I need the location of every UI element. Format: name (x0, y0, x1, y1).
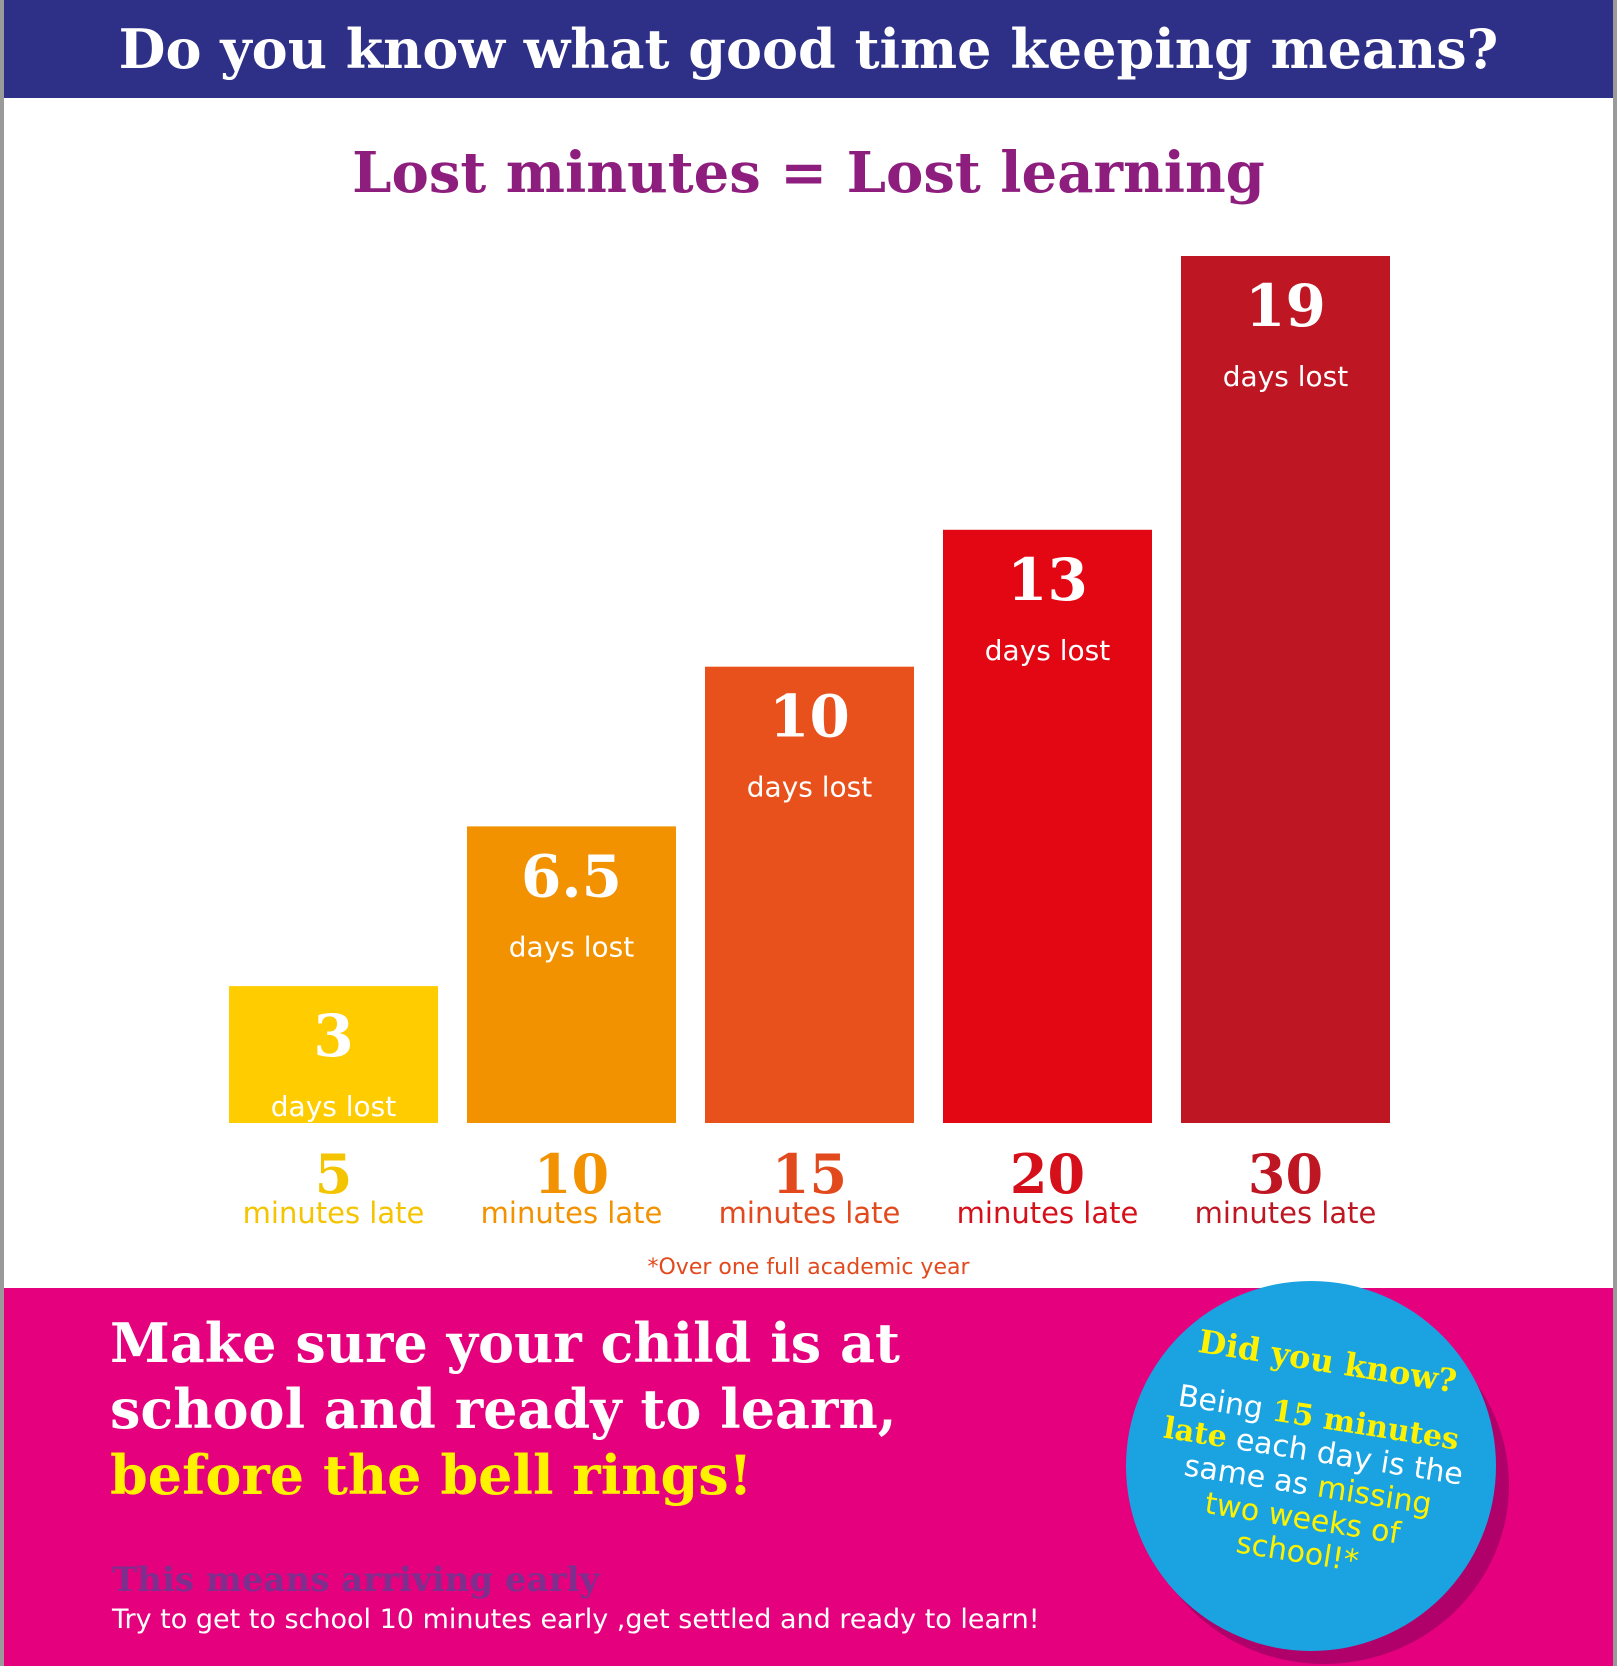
bar-10-min (467, 826, 676, 1123)
category-unit-label: minutes late (719, 1196, 901, 1230)
bubble-fact: Being 15 minutes late each day is the sa… (1141, 1378, 1474, 1594)
chart-title: Lost minutes = Lost learning (352, 140, 1265, 206)
early-text: Try to get to school 10 minutes early ,g… (112, 1604, 1040, 1635)
bar-value-label: 13 (1007, 546, 1088, 614)
category-tick-label: 15 (772, 1142, 847, 1206)
category-tick-label: 5 (315, 1142, 353, 1206)
header-banner: Do you know what good time keeping means… (4, 0, 1613, 98)
bar-value-label: 6.5 (521, 842, 622, 910)
bar-30-min (1181, 256, 1390, 1123)
call-to-action: Make sure your child is at school and re… (110, 1310, 1010, 1508)
early-heading: This means arriving early (112, 1560, 600, 1600)
bar-value-label: 3 (313, 1002, 353, 1070)
bar-value-label: 10 (769, 683, 850, 751)
category-unit-label: minutes late (957, 1196, 1139, 1230)
bar-20-min (943, 529, 1152, 1123)
bar-unit-label: days lost (509, 930, 634, 963)
bar-unit-label: days lost (271, 1090, 396, 1123)
bar-unit-label: days lost (985, 634, 1110, 667)
category-unit-label: minutes late (243, 1196, 425, 1230)
header-title: Do you know what good time keeping means… (118, 17, 1499, 81)
category-tick-label: 30 (1248, 1142, 1323, 1206)
bar-unit-label: days lost (747, 771, 872, 804)
bar-value-label: 19 (1245, 272, 1326, 340)
bar-5-min (229, 986, 438, 1123)
cta-line-1: Make sure your child is at (110, 1311, 900, 1375)
did-you-know-bubble: Did you know? Being 15 minutes late each… (1126, 1281, 1496, 1651)
footnote: *Over one full academic year (647, 1255, 970, 1280)
category-unit-label: minutes late (1195, 1196, 1377, 1230)
bar-unit-label: days lost (1223, 360, 1348, 393)
category-unit-label: minutes late (481, 1196, 663, 1230)
category-tick-label: 20 (1010, 1142, 1085, 1206)
cta-line-3: before the bell rings! (110, 1443, 753, 1507)
cta-line-2: school and ready to learn, (110, 1377, 897, 1441)
bar-15-min (705, 666, 914, 1123)
category-tick-label: 10 (534, 1142, 609, 1206)
